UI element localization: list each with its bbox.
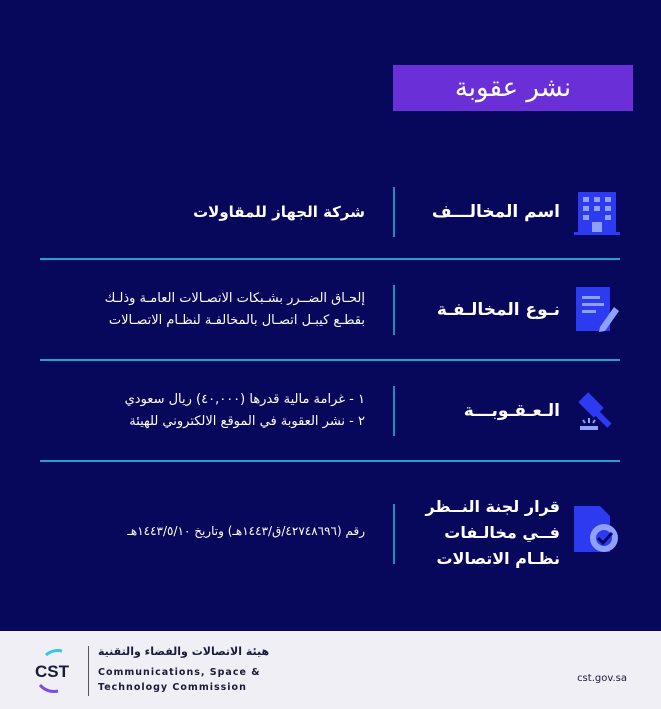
divider bbox=[40, 460, 620, 462]
penalty-line-1: ١ - غرامة مالية قدرها (٤٠,٠٠٠) ريال سعود… bbox=[124, 392, 365, 407]
decision-number: رقم (٤٢٧٤٨٦٩٦/ق/١٤٤٣هـ) وتاريخ ١٤٤٣/٥/١٠… bbox=[127, 524, 365, 538]
row-violator-name: اسم المخالـــف شركة الجهاز للمقاولات bbox=[40, 187, 620, 237]
row-label: قرار لجنة النــظر فــي مخالـفات نظـام ال… bbox=[425, 497, 560, 568]
violation-line-1: إلحـاق الضــرر بشـبكات الاتصـالات العامـ… bbox=[104, 291, 365, 306]
building-icon bbox=[574, 192, 620, 235]
divider bbox=[393, 187, 395, 237]
divider bbox=[393, 504, 395, 564]
row-label: نـوع المخالـفـة bbox=[436, 300, 560, 320]
page-title: نشر عقوبة bbox=[393, 65, 633, 111]
violation-line-2: بقطـع كيبـل اتصـال بالمخالفـة لنظـام الا… bbox=[108, 313, 365, 328]
row-label: الـعـقـوبـــة bbox=[463, 401, 560, 421]
row-committee-decision: قرار لجنة النــظر فــي مخالـفات نظـام ال… bbox=[40, 494, 620, 570]
violator-name: شركة الجهاز للمقاولات bbox=[193, 203, 365, 221]
document-check-icon bbox=[574, 506, 618, 552]
divider bbox=[40, 258, 620, 260]
divider bbox=[40, 359, 620, 361]
divider bbox=[393, 386, 395, 436]
penalty-line-2: ٢ - نشر العقوبة في الموقع الالكتروني لله… bbox=[129, 414, 365, 429]
cst-logo: CST bbox=[35, 649, 70, 693]
org-name-en-line-1: Communications, Space & bbox=[98, 667, 261, 678]
row-label: اسم المخالـــف bbox=[431, 202, 560, 222]
gavel-icon bbox=[578, 392, 612, 430]
org-name-en-line-2: Technology Commission bbox=[98, 682, 247, 693]
footer: CST هيئة الاتصالات والفضاء والتقنية Comm… bbox=[0, 631, 661, 709]
org-name-ar: هيئة الاتصالات والفضاء والتقنية bbox=[98, 645, 270, 658]
row-penalty: الـعـقـوبـــة ١ - غرامة مالية قدرها (٤٠,… bbox=[40, 386, 620, 436]
website-link[interactable]: cst.gov.sa bbox=[577, 673, 627, 684]
org-name-en: Communications, Space & Technology Commis… bbox=[98, 665, 261, 695]
logo-text: CST bbox=[35, 662, 70, 681]
row-violation-type: نـوع المخالـفـة إلحـاق الضــرر بشـبكات ا… bbox=[40, 285, 620, 335]
divider bbox=[88, 646, 89, 696]
document-edit-icon bbox=[576, 287, 619, 332]
divider bbox=[393, 285, 395, 335]
